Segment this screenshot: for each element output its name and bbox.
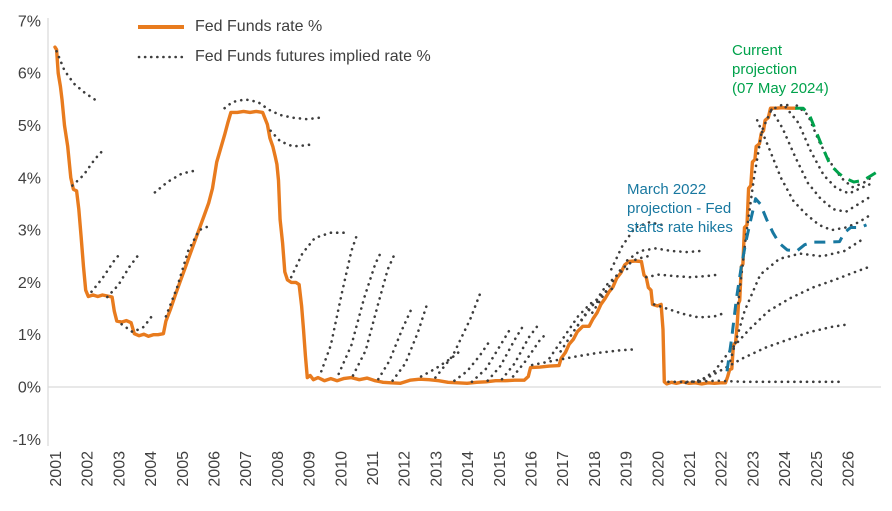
futures-implied-curve xyxy=(755,119,873,232)
chart-legend: Fed Funds rate % Fed Funds futures impli… xyxy=(137,12,431,72)
y-axis-label: 1% xyxy=(18,327,41,344)
futures-implied-curve xyxy=(320,231,359,373)
futures-implied-curve xyxy=(652,303,727,319)
futures-implied-curve xyxy=(625,247,702,262)
futures-implied-curve xyxy=(576,265,634,327)
futures-implied-curve xyxy=(377,307,413,381)
y-axis-label: 2% xyxy=(18,275,41,292)
x-axis-label: 2017 xyxy=(555,451,572,487)
x-axis-label: 2014 xyxy=(460,451,477,487)
futures-implied-curve xyxy=(644,273,721,279)
dotted-line-swatch-icon xyxy=(137,55,185,59)
x-axis-label: 2025 xyxy=(809,451,826,487)
solid-line-swatch-icon xyxy=(138,25,184,29)
x-axis-label: 2016 xyxy=(524,451,541,487)
futures-implied-curve xyxy=(419,348,464,378)
futures-implied-curve xyxy=(453,341,490,382)
futures-implied-curve xyxy=(500,325,539,381)
futures-implied-curve xyxy=(106,255,139,299)
futures-implied-curve xyxy=(511,330,550,378)
legend-label-futures: Fed Funds futures implied rate % xyxy=(195,48,431,65)
x-axis-label: 2010 xyxy=(333,451,350,487)
legend-item-fed-funds: Fed Funds rate % xyxy=(137,12,431,42)
futures-implied-curve xyxy=(684,322,851,385)
x-axis-label: 2001 xyxy=(48,451,65,487)
x-axis-label: 2018 xyxy=(587,451,604,487)
march-2022-projection-line xyxy=(725,197,868,372)
march-2022-projection-annotation: March 2022 projection - Fed starts rate … xyxy=(627,181,733,236)
y-axis-label: 5% xyxy=(18,118,41,135)
y-axis-label: -1% xyxy=(13,432,41,449)
futures-implied-curve xyxy=(548,299,604,360)
futures-implied-curve xyxy=(391,304,428,382)
futures-implied-curve xyxy=(337,249,383,376)
x-axis-label: 2024 xyxy=(777,451,794,487)
x-axis-label: 2009 xyxy=(302,451,319,487)
futures-implied-curve xyxy=(289,231,347,279)
futures-implied-curve xyxy=(223,98,321,121)
futures-implied-curve xyxy=(269,129,317,148)
x-axis-label: 2006 xyxy=(207,451,224,487)
y-axis-label: 4% xyxy=(18,170,41,187)
current-projection-annotation: Current projection (07 May 2024) xyxy=(732,42,829,97)
x-axis-label: 2003 xyxy=(111,451,128,487)
futures-implied-curve xyxy=(530,348,637,367)
futures-implied-curve xyxy=(770,108,873,214)
x-axis-label: 2008 xyxy=(270,451,287,487)
futures-implied-curve xyxy=(784,105,875,195)
y-axis-label: 7% xyxy=(18,13,41,30)
futures-implied-curve xyxy=(90,252,122,294)
futures-implied-curve xyxy=(591,255,650,314)
futures-implied-curve xyxy=(667,379,843,384)
futures-implied-curve xyxy=(351,255,395,377)
x-axis-label: 2005 xyxy=(175,451,192,487)
legend-label-fed-funds: Fed Funds rate % xyxy=(195,18,323,35)
futures-implied-curve xyxy=(164,223,214,318)
futures-implied-curve xyxy=(697,265,871,384)
x-axis-label: 2021 xyxy=(682,451,699,487)
x-axis-label: 2023 xyxy=(745,451,762,487)
current-projection-line xyxy=(795,106,877,184)
x-axis-label: 2013 xyxy=(428,451,445,487)
x-axis-label: 2012 xyxy=(397,451,414,487)
x-axis-label: 2004 xyxy=(143,451,160,487)
futures-implied-curve xyxy=(153,168,199,194)
x-axis-label: 2015 xyxy=(492,451,509,487)
futures-implied-curve xyxy=(736,103,794,305)
futures-implied-curve xyxy=(728,236,867,363)
futures-implied-curve xyxy=(120,315,153,334)
futures-implied-curve xyxy=(470,328,512,384)
x-axis-label: 2019 xyxy=(619,451,636,487)
x-axis-label: 2007 xyxy=(238,451,255,487)
fed-funds-rate-line xyxy=(53,45,797,386)
futures-implied-curve xyxy=(55,49,96,101)
y-axis-label: 3% xyxy=(18,223,41,240)
y-axis-label: 6% xyxy=(18,66,41,83)
x-axis-label: 2002 xyxy=(80,451,97,487)
futures-implied-curve xyxy=(486,322,526,382)
x-axis-label: 2026 xyxy=(841,451,858,487)
x-axis-label: 2020 xyxy=(650,451,667,487)
x-axis-label: 2022 xyxy=(714,451,731,487)
y-axis-label: 0% xyxy=(18,380,41,397)
legend-item-futures: Fed Funds futures implied rate % xyxy=(137,42,431,72)
futures-implied-curve xyxy=(71,147,106,187)
futures-implied-curve xyxy=(795,104,876,189)
x-axis-label: 2011 xyxy=(365,451,382,486)
